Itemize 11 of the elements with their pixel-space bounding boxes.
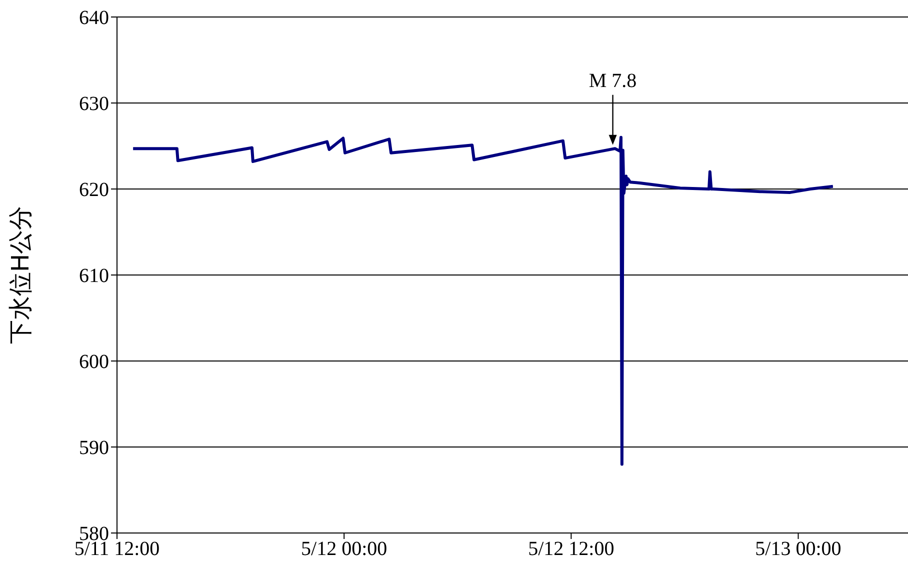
x-tick-label: 5/12 00:00 xyxy=(301,538,388,560)
y-axis-title: 下水位H公分 xyxy=(6,206,35,344)
y-tick-label: 630 xyxy=(79,93,109,116)
y-tick-label: 590 xyxy=(79,437,109,460)
y-tick-label: 620 xyxy=(79,179,109,202)
y-tick-label: 600 xyxy=(79,351,109,374)
annotation: M 7.8 xyxy=(588,70,637,92)
x-tick-label: 5/13 00:00 xyxy=(755,538,842,560)
y-tick-label: 610 xyxy=(79,265,109,288)
x-tick-label: 5/12 12:00 xyxy=(528,538,614,560)
y-tick-label: 640 xyxy=(79,7,109,30)
